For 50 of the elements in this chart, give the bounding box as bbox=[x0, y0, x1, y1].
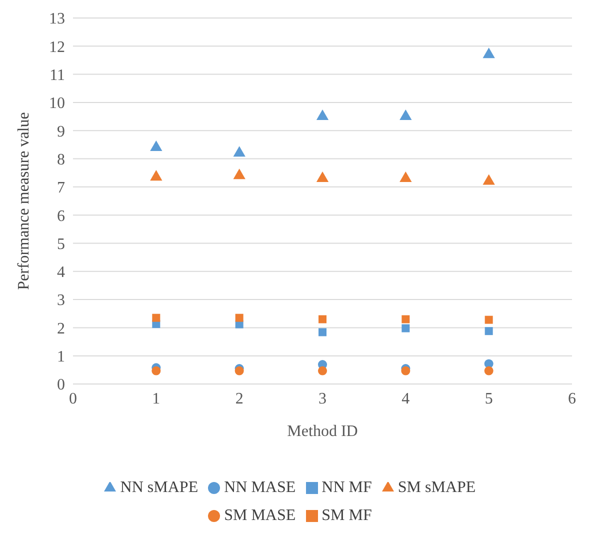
point bbox=[400, 110, 412, 120]
y-tick-label: 2 bbox=[57, 320, 65, 338]
point bbox=[150, 140, 162, 152]
point bbox=[150, 170, 162, 181]
legend-label: NN MF bbox=[322, 479, 372, 496]
point bbox=[318, 328, 326, 336]
point bbox=[484, 366, 494, 376]
y-tick-label: 1 bbox=[57, 348, 65, 366]
point bbox=[482, 48, 495, 58]
x-tick-label: 1 bbox=[152, 390, 160, 408]
point bbox=[482, 174, 495, 185]
y-axis-title: Performance measure value bbox=[16, 112, 33, 290]
point bbox=[318, 366, 328, 376]
point bbox=[484, 327, 493, 336]
y-tick-label: 3 bbox=[57, 292, 65, 310]
legend-label: SM MF bbox=[322, 507, 372, 524]
x-tick-label: 4 bbox=[402, 390, 410, 408]
point bbox=[318, 315, 326, 324]
x-axis-title: Method ID bbox=[287, 423, 358, 440]
point bbox=[235, 314, 244, 322]
y-tick-label: 7 bbox=[57, 180, 65, 197]
y-tick-label: 10 bbox=[49, 95, 65, 112]
y-tick-label: 9 bbox=[57, 123, 65, 140]
y-tick-label: 4 bbox=[57, 264, 65, 282]
x-tick-label: 3 bbox=[318, 390, 326, 408]
point bbox=[233, 146, 246, 157]
legend-label: NN MASE bbox=[224, 479, 296, 496]
point bbox=[233, 168, 246, 180]
point bbox=[484, 316, 493, 324]
legend-label: SM sMAPE bbox=[398, 479, 476, 496]
y-tick-label: 13 bbox=[49, 10, 65, 28]
point bbox=[402, 324, 410, 332]
point bbox=[316, 110, 329, 120]
point bbox=[400, 171, 412, 182]
x-tick-label: 2 bbox=[235, 390, 244, 408]
y-tick-label: 12 bbox=[49, 38, 65, 56]
x-tick-label: 0 bbox=[69, 390, 77, 408]
y-tick-label: 11 bbox=[50, 66, 65, 84]
legend-label: SM MASE bbox=[224, 507, 296, 524]
legend-label: NN sMAPE bbox=[120, 479, 198, 496]
x-tick-label: 6 bbox=[568, 390, 576, 408]
point bbox=[152, 366, 161, 376]
point bbox=[152, 314, 160, 322]
point bbox=[402, 315, 410, 324]
point bbox=[316, 171, 329, 182]
y-tick-label: 8 bbox=[57, 151, 65, 168]
x-tick-label: 5 bbox=[484, 390, 493, 408]
y-tick-label: 0 bbox=[57, 376, 65, 394]
y-tick-label: 6 bbox=[57, 208, 65, 225]
y-tick-label: 5 bbox=[57, 236, 65, 253]
